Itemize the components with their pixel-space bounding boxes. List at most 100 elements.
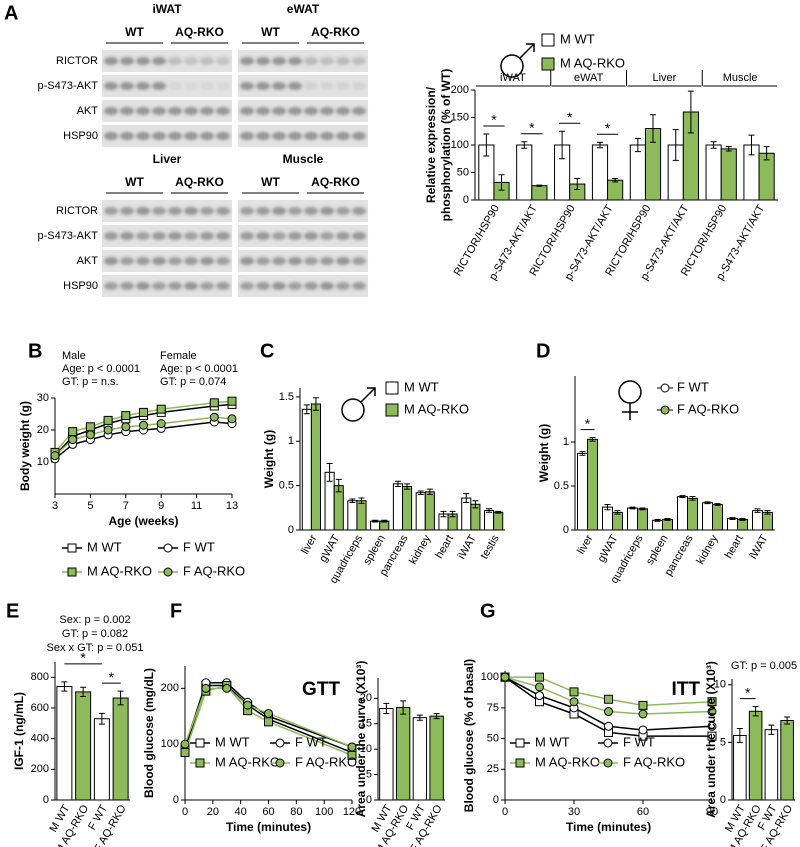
error-bar xyxy=(521,141,528,149)
blot-band xyxy=(256,257,270,265)
blot-band xyxy=(272,257,286,265)
blot-band xyxy=(320,132,334,140)
blot-strip xyxy=(238,225,368,247)
blot-band xyxy=(152,257,166,265)
blot-row-label: RICTOR xyxy=(56,205,98,217)
error-bar xyxy=(768,724,775,735)
bar xyxy=(720,148,737,201)
blot-band xyxy=(256,82,270,90)
y-axis-label: Blood glucose (% of basal) xyxy=(462,659,476,812)
bar xyxy=(301,408,312,531)
blot-band xyxy=(152,207,166,215)
blot-band xyxy=(168,57,182,65)
annotation: Sex: p = 0.002 xyxy=(59,614,130,626)
annotation: Age: p < 0.0001 xyxy=(160,363,238,375)
blot-band xyxy=(216,132,230,140)
point xyxy=(264,717,273,727)
x-tick-label: 13 xyxy=(226,500,238,512)
female-symbol xyxy=(618,380,642,420)
comparison-label: * xyxy=(745,684,751,700)
blot-band xyxy=(240,57,254,65)
series-line xyxy=(504,676,713,731)
y-tick-label: 1 xyxy=(288,435,294,447)
error-bar xyxy=(604,503,611,511)
error-bar xyxy=(710,141,717,149)
error-bar xyxy=(650,114,657,143)
bar xyxy=(677,496,688,531)
bar xyxy=(705,144,722,201)
panel-label: G xyxy=(480,600,496,622)
point xyxy=(156,419,166,429)
bar xyxy=(607,179,624,201)
y-tick-label: 0 xyxy=(493,794,499,806)
error-bar xyxy=(679,495,686,498)
blot-band xyxy=(152,57,166,65)
blot-band xyxy=(288,232,302,240)
point xyxy=(707,707,717,717)
bar xyxy=(415,492,426,531)
point xyxy=(222,683,232,693)
point xyxy=(500,672,510,682)
blot-band xyxy=(200,232,214,240)
blot-band xyxy=(272,132,286,140)
blot-band xyxy=(352,207,366,215)
error-bar xyxy=(358,497,365,504)
bar xyxy=(93,718,110,801)
blot-genotype: AQ-RKO xyxy=(311,175,360,189)
blot-band xyxy=(168,207,182,215)
comparison-label: * xyxy=(109,669,115,685)
error-bar xyxy=(752,706,759,717)
y-tick-label: 200 xyxy=(451,84,469,96)
blot-band xyxy=(216,257,230,265)
legend-marker xyxy=(195,758,205,768)
blot-strip xyxy=(238,125,368,147)
blot-band xyxy=(152,82,166,90)
group-label: iWAT xyxy=(500,72,526,84)
blot-band xyxy=(256,132,270,140)
error-bar xyxy=(404,483,411,490)
bar xyxy=(429,715,444,801)
bar xyxy=(602,506,613,531)
blot-band xyxy=(272,57,286,65)
blot-strip xyxy=(238,200,368,222)
blot-band xyxy=(136,132,150,140)
blot-band xyxy=(304,232,318,240)
x-tick-label: 9 xyxy=(158,500,164,512)
blot-band xyxy=(168,257,182,265)
blot-tissue: eWAT xyxy=(287,2,320,16)
error-bar xyxy=(559,130,566,160)
y-tick-label: 100 xyxy=(161,738,179,750)
x-tick-label: 3 xyxy=(52,500,58,512)
bar xyxy=(402,486,413,531)
point xyxy=(638,709,648,719)
blot-band xyxy=(104,107,118,115)
y-tick-label: 0 xyxy=(43,794,49,806)
blot-tissue: Muscle xyxy=(283,152,324,166)
bar xyxy=(516,144,533,201)
blot-band xyxy=(256,282,270,290)
annotation: Male xyxy=(62,350,86,362)
blot-band xyxy=(168,107,182,115)
y-axis-label: Area under the curve (X10³) xyxy=(704,661,718,818)
series-line xyxy=(184,687,353,748)
blot-row-label: RICTOR xyxy=(56,55,98,67)
error-bar xyxy=(589,437,596,442)
blot-band xyxy=(304,282,318,290)
y-tick-label: 1 xyxy=(563,436,569,448)
error-bar xyxy=(449,510,456,518)
x-axis-label: Time (minutes) xyxy=(226,820,311,834)
y-tick-label: 150 xyxy=(451,111,469,123)
annotation: GT: p = n.s. xyxy=(62,376,119,388)
bar xyxy=(702,502,713,531)
blot-band xyxy=(104,257,118,265)
blot-band xyxy=(200,207,214,215)
error-bar xyxy=(416,714,423,721)
error-bar xyxy=(579,451,586,456)
significance-label: * xyxy=(585,415,591,431)
blot-band xyxy=(320,82,334,90)
error-bar xyxy=(689,496,696,501)
point xyxy=(209,412,219,422)
point xyxy=(121,411,131,421)
x-tick-label: 60 xyxy=(262,806,274,818)
